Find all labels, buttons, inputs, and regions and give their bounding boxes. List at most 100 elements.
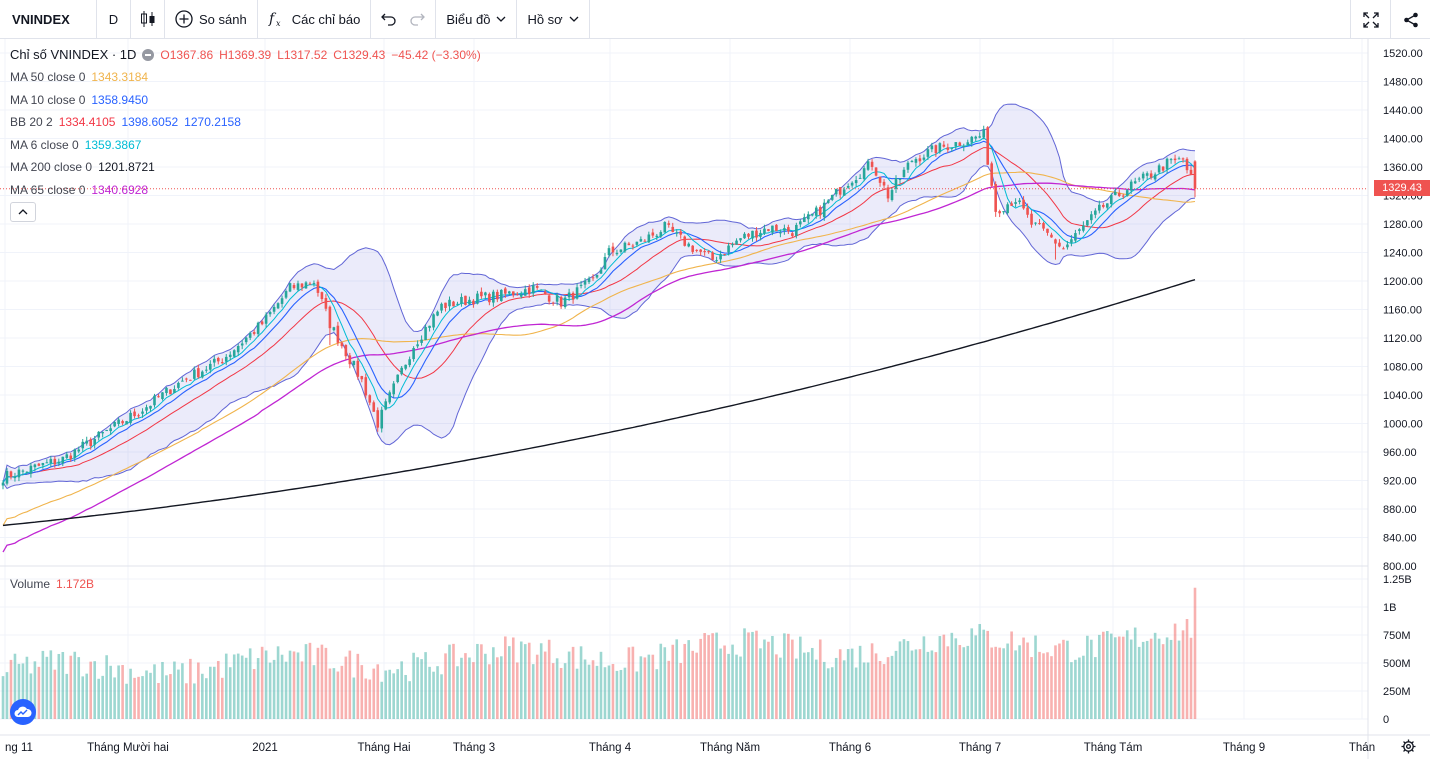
indicator-name: MA 65 close 0 <box>10 182 86 197</box>
volume-bar <box>352 677 356 719</box>
candle <box>683 236 687 246</box>
candle <box>918 158 922 162</box>
candle <box>252 332 256 334</box>
candle <box>320 292 324 300</box>
candle <box>1054 239 1057 244</box>
candle <box>1078 229 1081 231</box>
candle <box>1153 174 1157 180</box>
indicator-legend-row: MA 65 close 0 1340.6928 <box>10 183 148 197</box>
volume-bar <box>803 652 806 719</box>
candle <box>1102 204 1105 207</box>
volume-bar <box>336 671 340 719</box>
volume-bar <box>735 654 738 719</box>
volume-bar <box>432 671 435 719</box>
candle <box>858 177 862 179</box>
candle <box>496 291 499 300</box>
candle <box>539 289 543 291</box>
candle <box>105 430 108 432</box>
candle <box>1 482 5 486</box>
undo-button[interactable] <box>371 0 403 39</box>
candle <box>663 222 667 233</box>
candles-icon <box>140 11 154 27</box>
candle <box>826 200 830 203</box>
volume-bar <box>332 668 336 719</box>
candle <box>739 238 742 241</box>
candle <box>1098 204 1101 211</box>
candle <box>41 462 45 466</box>
candle <box>814 207 818 216</box>
settings-button[interactable] <box>1401 739 1416 759</box>
volume-bar <box>452 643 455 719</box>
candle <box>400 367 403 375</box>
volume-bar <box>611 663 615 719</box>
volume-bar <box>974 635 978 719</box>
volume-axis-label: 1.25B <box>1383 574 1412 586</box>
tradingview-logo[interactable] <box>10 699 36 725</box>
candle <box>125 421 128 425</box>
volume-bar <box>400 661 403 719</box>
candle <box>551 302 555 304</box>
volume-bar <box>986 630 989 719</box>
volume-bar <box>511 637 515 719</box>
profile-menu-button[interactable]: Hồ sơ <box>517 0 590 39</box>
candle <box>472 300 475 305</box>
interval-button[interactable]: D <box>97 0 131 39</box>
candle <box>711 252 714 260</box>
candle <box>340 342 344 347</box>
price-axis-label: 960.00 <box>1383 447 1417 459</box>
volume-bar <box>723 645 726 719</box>
price-axis-label: 1120.00 <box>1383 333 1422 345</box>
volume-bar <box>65 673 69 719</box>
volume-bar <box>117 665 120 719</box>
volume-bar <box>715 632 718 719</box>
candle <box>1189 169 1193 175</box>
collapse-legend-button[interactable] <box>10 202 36 222</box>
volume-bar <box>185 683 188 719</box>
volume-bar <box>902 639 906 719</box>
volume-bar <box>372 668 376 719</box>
volume-bar <box>1030 657 1033 719</box>
candle <box>1006 204 1009 214</box>
candle <box>679 231 683 235</box>
volume-bar <box>440 674 443 719</box>
volume-bar <box>1058 643 1061 719</box>
redo-button[interactable] <box>403 0 437 39</box>
volume-bar <box>177 669 180 719</box>
candle <box>631 245 635 247</box>
candle <box>555 295 559 302</box>
candle <box>723 253 726 255</box>
candle <box>300 283 304 288</box>
symbol-button[interactable]: VNINDEX <box>0 0 97 39</box>
time-axis-label: Tháng Hai <box>357 742 410 754</box>
volume-bar <box>783 633 786 719</box>
volume-bar <box>1105 631 1109 719</box>
volume-bar <box>61 651 65 719</box>
volume-bar <box>216 660 220 719</box>
candle <box>1137 178 1141 180</box>
fullscreen-button[interactable] <box>1350 0 1390 39</box>
volume-bar <box>854 667 858 719</box>
chevron-up-icon <box>18 209 28 215</box>
volume-bar <box>1018 645 1021 719</box>
volume-bar <box>607 665 611 719</box>
volume-bar <box>519 641 523 719</box>
volume-bar <box>1006 643 1009 719</box>
candle <box>1090 214 1093 221</box>
volume-bar <box>248 648 252 719</box>
volume-bar <box>1034 635 1037 719</box>
volume-bar <box>926 651 930 719</box>
volume-bar <box>739 656 742 719</box>
chart-canvas[interactable]: 1520.001480.001440.001400.001360.001320.… <box>0 39 1430 759</box>
legend-toggle-icon[interactable] <box>142 48 155 61</box>
volume-bar <box>472 662 475 719</box>
share-button[interactable] <box>1390 0 1430 39</box>
volume-bar <box>496 657 499 719</box>
chart-menu-button[interactable]: Biểu đồ <box>436 0 518 39</box>
profile-menu-label: Hồ sơ <box>527 11 563 27</box>
compare-button[interactable]: So sánh <box>165 0 258 39</box>
chart-menu-label: Biểu đồ <box>446 11 491 27</box>
chart-type-button[interactable] <box>131 0 165 39</box>
candle <box>412 347 415 360</box>
candle <box>543 291 547 295</box>
